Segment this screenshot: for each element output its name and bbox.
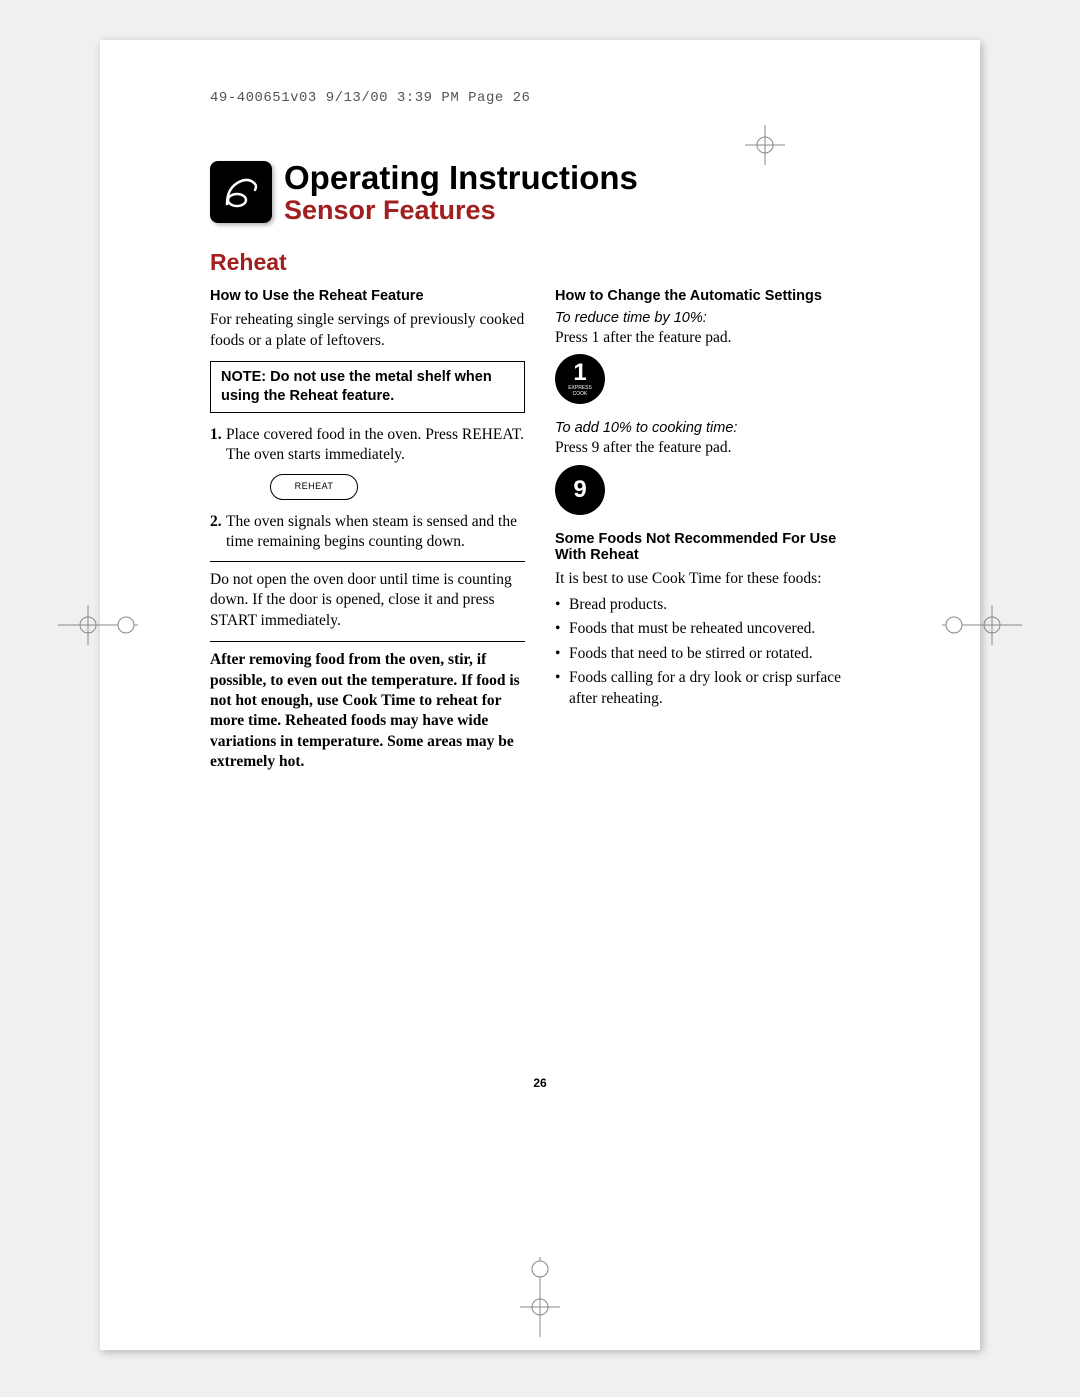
keypad-number: 9 [573, 478, 586, 502]
step-number: 2. [210, 512, 226, 553]
right-subhead-1: How to Change the Automatic Settings [555, 288, 870, 304]
keypad-9-graphic: 9 [555, 465, 605, 515]
body-paragraph: Do not open the oven door until time is … [210, 570, 525, 631]
right-subhead-2: Some Foods Not Recommended For Use With … [555, 531, 870, 563]
reheat-button-graphic: REHEAT [270, 474, 358, 500]
page-title: Operating Instructions [284, 161, 638, 196]
bullet-item: Foods calling for a dry look or crisp su… [555, 668, 870, 709]
keypad-number: 1 [573, 361, 586, 385]
keypad-label: COOK [573, 392, 588, 398]
left-subhead: How to Use the Reheat Feature [210, 288, 525, 304]
bullet-item: Foods that must be reheated uncovered. [555, 619, 870, 639]
manual-page: 49-400651v03 9/13/00 3:39 PM Page 26 Ope… [100, 40, 980, 1350]
note-box: NOTE: Do not use the metal shelf when us… [210, 361, 525, 413]
right-column: How to Change the Automatic Settings To … [555, 288, 870, 772]
reduce-text: Press 1 after the feature pad. [555, 328, 870, 348]
left-column: How to Use the Reheat Feature For reheat… [210, 288, 525, 772]
section-heading: Reheat [210, 249, 870, 276]
content-columns: How to Use the Reheat Feature For reheat… [210, 288, 870, 772]
divider [210, 561, 525, 562]
step-1: 1. Place covered food in the oven. Press… [210, 425, 525, 466]
step-text: Place covered food in the oven. Press RE… [226, 425, 525, 466]
add-text: Press 9 after the feature pad. [555, 438, 870, 458]
keypad-1-graphic: 1 EXPRESS COOK [555, 354, 605, 404]
cropmark-icon [520, 1257, 560, 1337]
page-subtitle: Sensor Features [284, 196, 638, 226]
divider [210, 641, 525, 642]
step-number: 1. [210, 425, 226, 466]
print-header: 49-400651v03 9/13/00 3:39 PM Page 26 [210, 90, 870, 106]
step-text: The oven signals when steam is sensed an… [226, 512, 525, 553]
rec-intro: It is best to use Cook Time for these fo… [555, 569, 870, 589]
section-icon [210, 161, 272, 223]
cropmark-icon [745, 125, 785, 165]
title-row: Operating Instructions Sensor Features [210, 161, 870, 225]
bullet-item: Foods that need to be stirred or rotated… [555, 644, 870, 664]
page-number: 26 [533, 1076, 546, 1090]
warning-paragraph: After removing food from the oven, stir,… [210, 650, 525, 773]
cropmark-icon [58, 605, 138, 645]
step-2: 2. The oven signals when steam is sensed… [210, 512, 525, 553]
title-block: Operating Instructions Sensor Features [284, 161, 638, 225]
intro-text: For reheating single servings of previou… [210, 310, 525, 351]
add-label: To add 10% to cooking time: [555, 420, 870, 436]
bullet-list: Bread products. Foods that must be rehea… [555, 595, 870, 709]
bullet-item: Bread products. [555, 595, 870, 615]
reduce-label: To reduce time by 10%: [555, 310, 870, 326]
cropmark-icon [942, 605, 1022, 645]
